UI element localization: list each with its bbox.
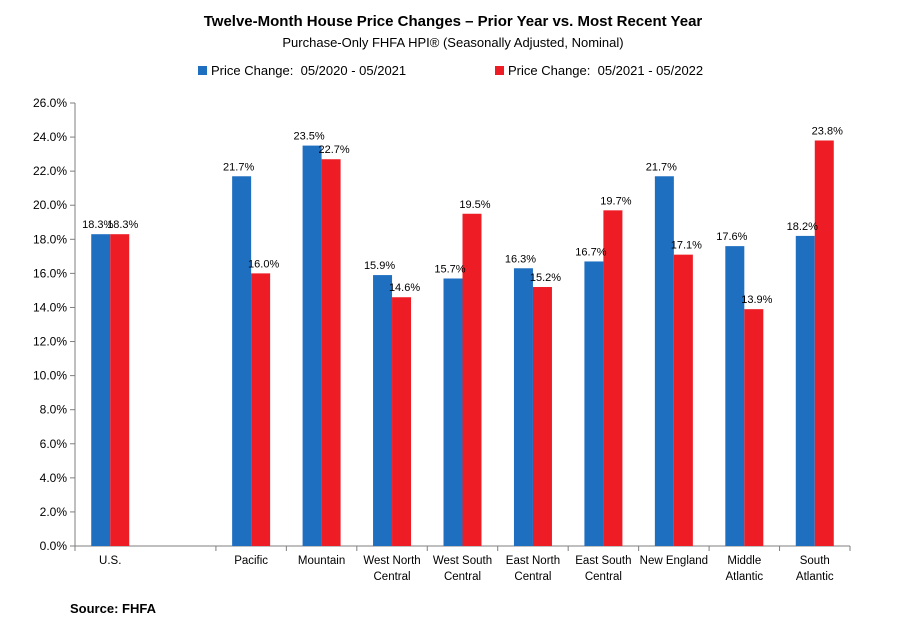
category-label-line: Middle [727, 555, 761, 567]
y-tick-label: 2.0% [40, 505, 68, 519]
category-labels: U.S. Pacific Mountain West North CentralWest… [99, 555, 834, 583]
bar-recent-year [462, 213, 482, 546]
data-label: 17.6% [716, 231, 747, 243]
category-label-line: West North [363, 555, 420, 567]
bar-recent-year [673, 254, 693, 546]
category-label-line: Mountain [298, 555, 345, 567]
legend: Price Change: 05/2020 - 05/2021 Price Ch… [198, 63, 703, 78]
data-label: 15.9% [364, 260, 395, 272]
y-tick-label: 8.0% [40, 403, 68, 417]
data-label: 18.2% [787, 221, 818, 233]
data-label: 14.6% [389, 282, 420, 294]
data-label: 13.9% [741, 294, 772, 306]
bar-prior-year [725, 246, 745, 546]
category-label: East South Central [575, 555, 631, 583]
y-tick-label: 16.0% [33, 266, 67, 280]
data-label: 21.7% [646, 161, 677, 173]
category-label: Mountain [298, 555, 345, 567]
y-tick-label: 20.0% [33, 198, 67, 212]
data-label: 22.7% [318, 144, 349, 156]
bar-recent-year [603, 210, 623, 547]
legend-swatch-series-2 [495, 66, 504, 75]
category-label: Middle Atlantic [725, 555, 763, 583]
y-tick-label: 6.0% [40, 437, 68, 451]
bar-prior-year [443, 278, 463, 546]
y-tick-label: 22.0% [33, 164, 67, 178]
category-label-line: West South [433, 555, 492, 567]
bar-prior-year [795, 235, 815, 546]
y-tick-label: 26.0% [33, 96, 67, 110]
data-label: 16.7% [575, 246, 606, 258]
y-tick-label: 4.0% [40, 471, 68, 485]
bars-group [91, 140, 834, 547]
bar-recent-year [744, 309, 764, 546]
category-label-line: East South [575, 555, 631, 567]
legend-label-series-2: Price Change: 05/2021 - 05/2022 [508, 63, 703, 78]
category-label-line: Atlantic [725, 571, 763, 583]
data-label: 23.5% [293, 131, 324, 143]
data-label: 19.7% [600, 195, 631, 207]
y-tick-label: 18.0% [33, 232, 67, 246]
data-label: 18.3% [107, 219, 138, 231]
category-label: East North Central [506, 555, 560, 583]
bar-recent-year [110, 234, 130, 546]
legend-label-series-1: Price Change: 05/2020 - 05/2021 [211, 63, 406, 78]
category-label: West South Central [433, 555, 492, 583]
y-tick-label: 12.0% [33, 335, 67, 349]
data-label: 19.5% [459, 199, 490, 211]
axes: 0.0% 2.0% 4.0% 6.0% 8.0% 10.0% 12.0% 14.0% 16.0%… [33, 96, 851, 553]
y-tick-label: 24.0% [33, 130, 67, 144]
bar-recent-year [532, 287, 552, 546]
data-label: 16.3% [505, 253, 536, 265]
data-label: 15.2% [530, 272, 561, 284]
category-label: West North Central [363, 555, 420, 583]
bar-prior-year [513, 268, 533, 546]
category-label: U.S. [99, 555, 121, 567]
category-label-line: Central [374, 571, 411, 583]
bar-prior-year [584, 261, 604, 546]
data-label: 17.1% [671, 240, 702, 252]
category-label-line: Central [585, 571, 622, 583]
bar-recent-year [251, 273, 271, 546]
category-label-line: Pacific [234, 555, 268, 567]
y-tick-label: 14.0% [33, 300, 67, 314]
data-label: 15.7% [434, 263, 465, 275]
chart-title: Twelve-Month House Price Changes – Prior… [204, 13, 703, 30]
y-tick-label: 10.0% [33, 369, 67, 383]
bar-prior-year [91, 234, 111, 546]
category-label-line: New England [640, 555, 708, 567]
legend-swatch-series-1 [198, 66, 207, 75]
data-label: 21.7% [223, 161, 254, 173]
data-label: 16.0% [248, 258, 279, 270]
bar-prior-year [654, 176, 674, 546]
category-label: New England [640, 555, 708, 567]
category-label-line: Central [514, 571, 551, 583]
source-note: Source: FHFA [70, 601, 157, 616]
category-label-line: Central [444, 571, 481, 583]
bar-recent-year [392, 297, 412, 546]
data-label: 18.3% [82, 219, 113, 231]
category-label: Pacific [234, 555, 268, 567]
bar-prior-year [232, 176, 252, 546]
bar-recent-year [321, 159, 341, 546]
category-label-line: East North [506, 555, 560, 567]
category-label-line: U.S. [99, 555, 121, 567]
chart-subtitle: Purchase-Only FHFA HPI® (Seasonally Adju… [282, 35, 623, 50]
bar-prior-year [373, 275, 393, 546]
category-label-line: South [800, 555, 830, 567]
data-labels: 18.3%18.3% 21.7% 16.0% 23.5%22.7% 15.9% 14.6%… [82, 125, 843, 306]
data-label: 23.8% [812, 125, 843, 137]
category-label-line: Atlantic [796, 571, 834, 583]
bar-prior-year [302, 145, 322, 546]
y-tick-label: 0.0% [40, 539, 68, 553]
category-label: South Atlantic [796, 555, 834, 583]
bar-recent-year [814, 140, 834, 546]
